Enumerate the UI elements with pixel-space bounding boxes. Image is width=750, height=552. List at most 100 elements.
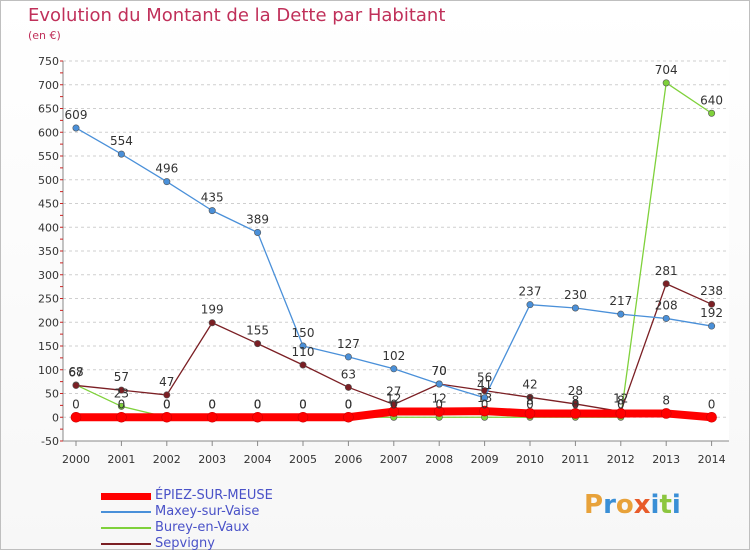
data-point [706,411,717,423]
data-point [297,411,309,423]
x-tick-label: 2009 [471,453,499,466]
data-label: 609 [65,108,88,122]
y-tick-label: 0 [52,411,59,424]
legend-swatch [101,493,151,500]
data-point [163,391,171,399]
data-label: 42 [522,377,537,391]
data-label: 217 [609,294,632,308]
data-point [571,304,579,312]
data-label: 8 [662,393,670,407]
data-label: 238 [700,284,723,298]
data-point [524,408,536,419]
data-label: 0 [254,397,262,411]
data-point [254,228,262,236]
y-tick-label: 200 [38,316,59,329]
data-label: 70 [432,364,447,378]
data-label: 0 [390,397,398,411]
data-point [390,365,398,373]
data-point [479,405,490,417]
y-tick-label: 750 [38,55,59,68]
data-label: 0 [299,397,307,411]
data-point [116,411,127,423]
data-point [388,406,400,417]
legend-item: Burey-en-Vaux [101,520,401,536]
x-tick-label: 2004 [244,453,272,466]
data-point [117,386,125,394]
data-label: 237 [519,285,542,299]
data-point [161,411,173,423]
data-label: 102 [382,349,405,363]
data-label: 27 [386,384,401,398]
data-label: 0 [481,397,489,411]
y-tick-label: 300 [38,269,59,282]
y-tick-label: 400 [38,221,59,234]
data-point [660,408,672,419]
legend-swatch [101,543,151,545]
data-label: 0 [208,397,216,411]
data-point [343,411,354,423]
legend-item: ÉPIEZ-SUR-MEUSE [101,488,401,504]
data-label: 0 [163,397,171,411]
data-label: 155 [246,324,269,338]
data-label: 0 [345,397,353,411]
data-label: 0 [208,397,216,411]
x-tick-label: 2003 [198,453,226,466]
data-point [708,322,716,330]
proxiti-logo: Proxiti [584,490,681,520]
data-label: 57 [114,370,129,384]
data-label: 0 [526,397,534,411]
data-point [72,381,80,389]
data-label: 640 [700,93,723,107]
chart-legend: ÉPIEZ-SUR-MEUSE Maxey-sur-Vaise Burey-en-V… [101,488,401,552]
data-label: 8 [617,393,625,407]
legend-item: Maxey-sur-Vaise [101,504,401,520]
y-tick-label: 550 [38,150,59,163]
data-point [344,383,352,391]
data-label: 28 [568,384,583,398]
data-label: 0 [118,397,126,411]
data-point [344,353,352,361]
data-point [206,411,218,423]
x-tick-label: 2001 [107,453,135,466]
data-label: 0 [708,397,716,411]
data-point [435,380,443,388]
logo-letter: t [659,490,672,520]
data-label: 0 [435,397,443,411]
data-point [708,109,716,117]
data-label: 230 [564,288,587,302]
data-point [299,361,307,369]
data-label: 150 [292,326,315,340]
data-label: 435 [201,191,224,205]
data-label: 496 [155,162,178,176]
y-tick-label: 150 [38,340,59,353]
data-label: 67 [68,365,83,379]
data-point [72,124,80,132]
legend-label: ÉPIEZ-SUR-MEUSE [155,488,273,503]
data-point [252,411,263,423]
y-tick-label: 100 [38,364,59,377]
data-point [433,406,445,417]
data-label: 13 [477,391,492,405]
data-label: 8 [526,393,534,407]
legend-label: Maxey-sur-Vaise [155,504,260,519]
data-label: 0 [345,397,353,411]
legend-label: Burey-en-Vaux [155,520,250,535]
y-tick-label: 700 [38,79,59,92]
data-label: 0 [72,397,80,411]
data-point [117,150,125,158]
data-point [662,79,670,87]
data-label: 554 [110,134,133,148]
data-point [662,314,670,322]
data-label: 63 [341,367,356,381]
data-label: 70 [432,364,447,378]
data-point [208,207,216,215]
data-point [254,340,262,348]
data-point [481,394,489,402]
data-label: 389 [246,212,269,226]
data-label: 41 [477,378,492,392]
data-point [570,408,581,419]
x-tick-label: 2000 [62,453,90,466]
data-label: 0 [254,397,262,411]
y-tick-label: 350 [38,245,59,258]
